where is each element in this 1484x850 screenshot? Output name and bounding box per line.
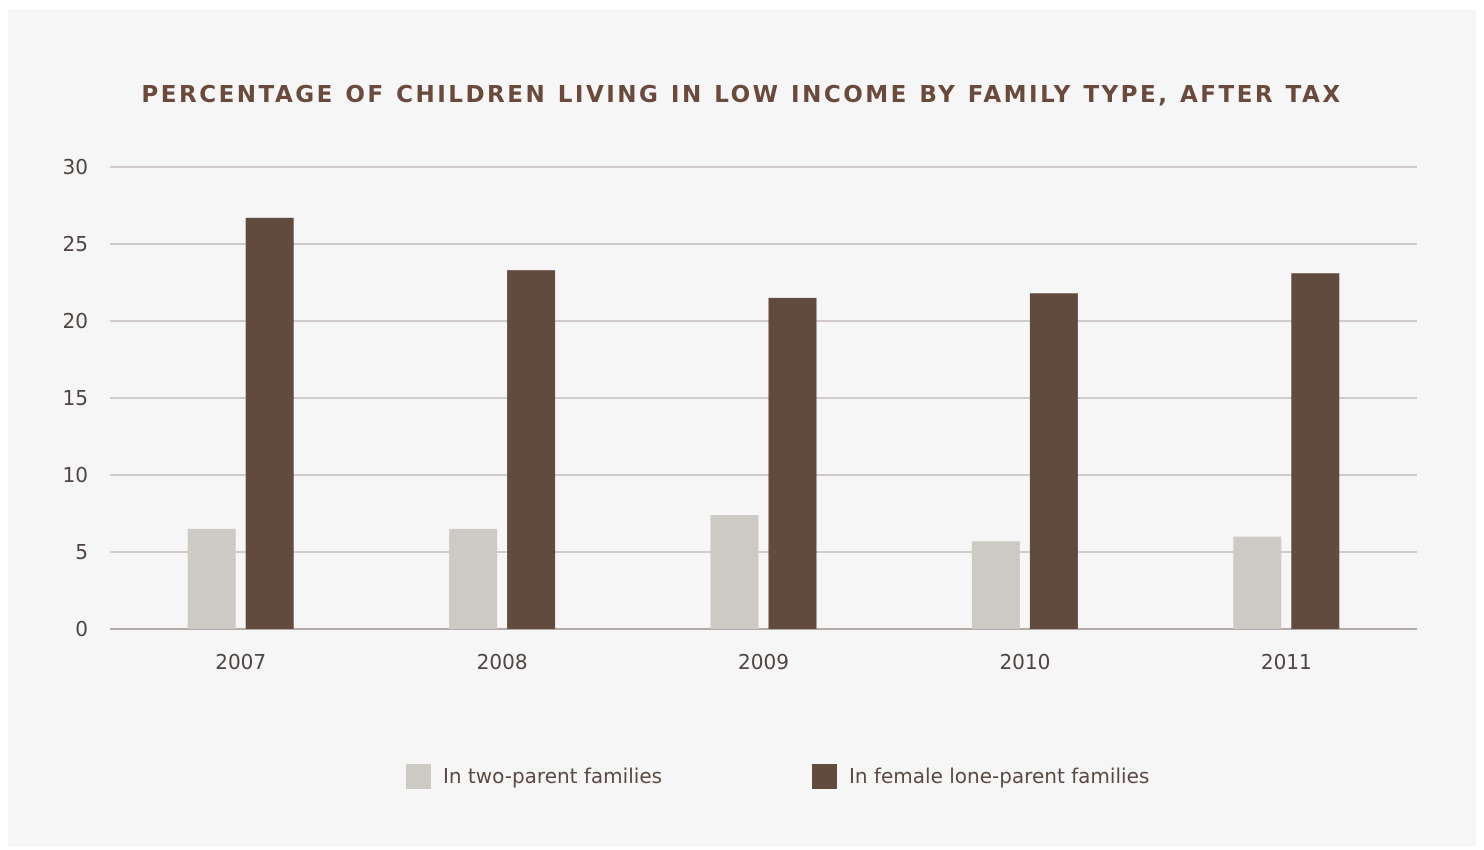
y-tick-label: 0 (75, 617, 88, 641)
legend-label-female-lone-parent: In female lone-parent families (849, 764, 1150, 788)
x-tick-label: 2008 (477, 650, 528, 674)
legend: In two-parent families In female lone-pa… (0, 762, 1484, 790)
bar-two-parent-2007 (187, 528, 236, 629)
bar-female-lone-parent-2010 (1029, 293, 1078, 629)
y-tick-label: 10 (63, 463, 88, 487)
bar-female-lone-parent-2007 (245, 217, 294, 629)
x-tick-label: 2010 (999, 650, 1050, 674)
y-tick-label: 15 (63, 386, 88, 410)
bar-female-lone-parent-2008 (507, 270, 556, 629)
bar-female-lone-parent-2009 (768, 297, 817, 629)
x-tick-label: 2011 (1261, 650, 1312, 674)
chart-title: PERCENTAGE OF CHILDREN LIVING IN LOW INC… (141, 82, 1343, 108)
y-tick-label: 30 (63, 155, 88, 179)
bar-two-parent-2010 (971, 541, 1020, 629)
x-tick-label: 2007 (215, 650, 266, 674)
bar-two-parent-2011 (1233, 536, 1282, 629)
y-tick-label: 5 (75, 540, 88, 564)
bar-two-parent-2008 (449, 528, 498, 629)
x-tick-label: 2009 (738, 650, 789, 674)
legend-swatch-two-parent (406, 763, 431, 789)
y-tick-label: 25 (63, 232, 88, 256)
legend-item-female-lone-parent: In female lone-parent families (812, 762, 1149, 790)
legend-item-two-parent: In two-parent families (406, 762, 662, 790)
legend-swatch-female-lone-parent (812, 763, 837, 789)
bar-two-parent-2009 (710, 515, 759, 629)
legend-label-two-parent: In two-parent families (443, 764, 663, 788)
y-tick-label: 20 (63, 309, 88, 333)
bar-female-lone-parent-2011 (1291, 273, 1340, 629)
